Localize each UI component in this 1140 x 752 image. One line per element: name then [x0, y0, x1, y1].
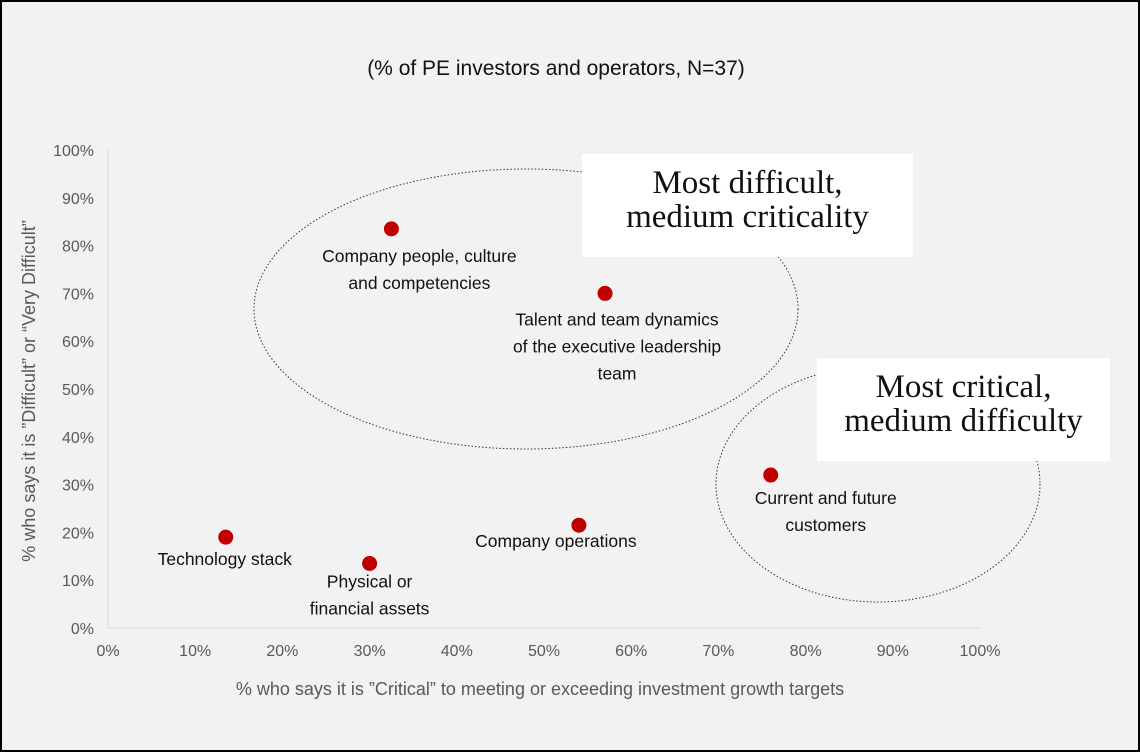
x-tick-label: 50% [528, 643, 560, 660]
x-tick-label: 10% [179, 643, 211, 660]
data-points [218, 221, 779, 571]
y-tick-label: 70% [62, 286, 94, 303]
y-tick-label: 40% [62, 430, 94, 447]
y-axis-title: % who says it is ”Difficult” or “Very Di… [19, 220, 39, 561]
data-point[interactable] [571, 517, 587, 533]
x-tick-label: 20% [266, 643, 298, 660]
callout-line: Most difficult, [652, 165, 843, 201]
data-point-label: Company people, culture and competencies [322, 246, 517, 293]
y-tick-label: 10% [62, 573, 94, 590]
chart-subtitle: (% of PE investors and operators, N=37) [367, 57, 745, 80]
x-axis-ticks: 0% 10% 20% 30% 40% 50% 60% 70% 80% 90% 100% [96, 643, 1000, 660]
x-tick-label: 30% [354, 643, 386, 660]
y-tick-label: 20% [62, 525, 94, 542]
y-tick-label: 100% [53, 143, 94, 160]
x-tick-label: 70% [702, 643, 734, 660]
x-tick-label: 90% [877, 643, 909, 660]
data-point-label: Company operations [475, 531, 637, 551]
y-tick-label: 50% [62, 382, 94, 399]
y-tick-label: 30% [62, 478, 94, 495]
callout-line: Most critical, [875, 369, 1052, 405]
cluster-ellipse-difficult [253, 168, 799, 450]
x-axis-title: % who says it is ”Critical” to meeting o… [236, 679, 844, 699]
data-point[interactable] [383, 221, 399, 237]
data-point-label: Technology stack [158, 549, 292, 569]
point-labels: Company people, culture and competencies T… [158, 246, 897, 619]
x-tick-label: 100% [960, 643, 1001, 660]
y-tick-label: 90% [62, 191, 94, 208]
data-point-label: Current and future customers [755, 488, 897, 535]
callout-line: medium difficulty [844, 403, 1083, 439]
x-tick-label: 0% [96, 643, 119, 660]
callout-line: medium criticality [626, 199, 869, 235]
x-tick-label: 80% [790, 643, 822, 660]
data-point-label: Physical or financial assets [310, 571, 430, 618]
data-point[interactable] [218, 529, 234, 545]
y-axis-ticks: 0% 10% 20% 30% 40% 50% 60% 70% 80% 90% 100% [53, 143, 94, 638]
x-tick-label: 60% [615, 643, 647, 660]
callout-most-critical: Most critical, medium difficulty [817, 358, 1110, 461]
data-point[interactable] [763, 467, 779, 483]
data-point[interactable] [362, 555, 378, 571]
y-tick-label: 80% [62, 239, 94, 256]
y-tick-label: 0% [71, 621, 94, 638]
cluster-ellipse-critical [715, 365, 1041, 603]
data-point-label: Talent and team dynamics of the executive… [513, 309, 721, 383]
y-tick-label: 60% [62, 334, 94, 351]
data-point[interactable] [597, 285, 613, 301]
callout-most-difficult: Most difficult, medium criticality [582, 154, 913, 257]
x-tick-label: 40% [441, 643, 473, 660]
